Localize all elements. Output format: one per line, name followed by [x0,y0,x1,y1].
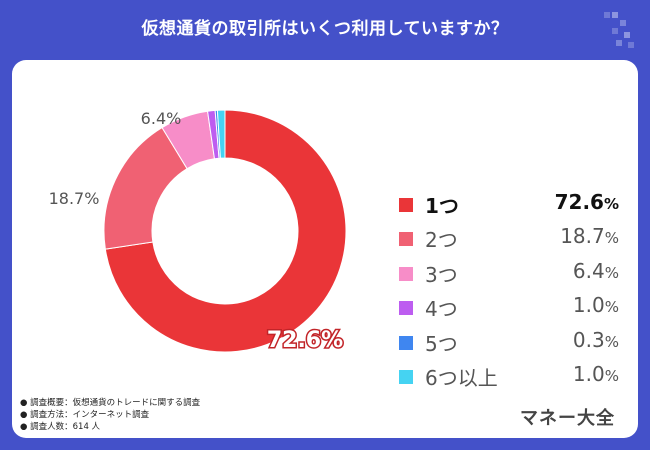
legend-swatch [399,301,413,316]
legend-item: 2つ 18.7% [399,221,619,255]
legend-label: 1つ [425,194,459,218]
legend-swatch [399,232,413,247]
donut-slice-6 [216,109,226,159]
legend-value: 1.0% [572,361,619,386]
page-title: 仮想通貨の取引所はいくつ利用していますか？ [141,19,509,39]
legend-item: 3つ 6.4% [399,256,619,290]
slice-label-3: 6.4% [141,109,182,128]
legend-swatch [399,198,413,212]
legend-item: 4つ 1.0% [399,290,619,324]
chart-card: 72.6% 18.7% 6.4% 1つ 72.6% 2つ 18.7% 3つ 6.4% 4つ 1… [12,60,638,438]
note-method: 調査方法：インターネット調査 [20,409,200,421]
legend-value: 0.3% [572,327,619,352]
legend-label: 4つ [425,297,458,322]
legend-item: 5つ 0.3% [399,325,619,359]
slice-label-1: 72.6% [267,328,343,353]
legend-item: 6つ以上 1.0% [399,359,619,393]
legend-label: 3つ [425,262,458,287]
legend-value: 72.6% [554,190,619,214]
donut-chart: 72.6% 18.7% 6.4% [49,109,347,355]
brand-name: マネー大全 [520,408,615,429]
legend-swatch [399,369,413,384]
donut-slice-1 [104,109,347,353]
legend: 1つ 72.6% 2つ 18.7% 3つ 6.4% 4つ 1.0% 5つ 0.3% 6つ以上 1.0% [399,187,619,393]
legend-value: 18.7% [560,224,619,249]
legend-swatch [399,266,413,281]
legend-label: 6つ以上 [425,365,498,390]
legend-label: 2つ [425,228,458,253]
pixel-squares-logo-icon [604,12,634,48]
survey-notes: 調査概要：仮想通貨のトレードに関する調査 調査方法：インターネット調査 調査人数… [20,397,200,433]
legend-value: 6.4% [572,258,619,283]
legend-item: 1つ 72.6% [399,187,619,221]
slice-label-2: 18.7% [49,189,100,208]
legend-value: 1.0% [572,293,619,318]
legend-swatch [399,335,413,350]
note-summary: 調査概要：仮想通貨のトレードに関する調査 [20,397,200,409]
legend-label: 5つ [425,331,458,356]
note-count: 調査人数：614 人 [20,421,200,433]
